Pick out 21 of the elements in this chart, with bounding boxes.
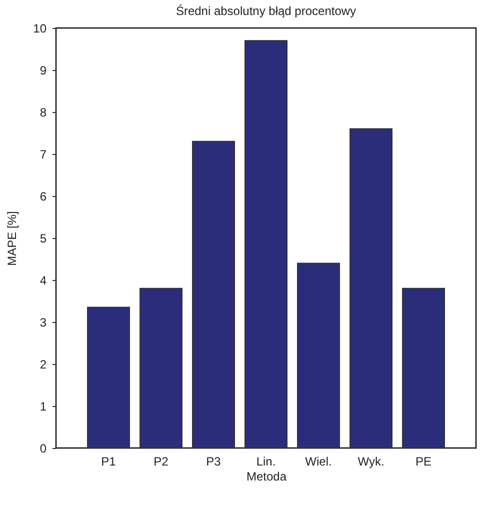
x-tick-label: P3 [206, 454, 222, 468]
x-tick-label: PE [415, 454, 432, 468]
y-tick-label: 7 [40, 148, 47, 162]
y-tick-label: 6 [40, 190, 47, 204]
x-tick-label: Wyk. [358, 454, 384, 468]
x-tick-label: P2 [154, 454, 169, 468]
y-axis-title: MAPE [%] [5, 211, 20, 266]
y-tick-label: 1 [40, 400, 47, 414]
y-tick-label: 4 [40, 274, 47, 288]
y-tick-label: 8 [40, 106, 47, 120]
y-tick-label: 9 [40, 64, 47, 78]
x-axis-title: Metoda [246, 470, 287, 484]
x-tick-label: Lin. [256, 454, 276, 468]
y-tick-label: 10 [33, 22, 47, 36]
chart-title: Średni absolutny błąd procentowy [176, 4, 356, 18]
y-tick-label: 3 [40, 316, 47, 330]
y-tick-label: 0 [40, 442, 47, 456]
x-tick-label: P1 [101, 454, 116, 468]
x-tick-label: Wiel. [305, 454, 332, 468]
y-tick-label: 2 [40, 358, 47, 372]
y-tick-label: 5 [40, 232, 47, 246]
